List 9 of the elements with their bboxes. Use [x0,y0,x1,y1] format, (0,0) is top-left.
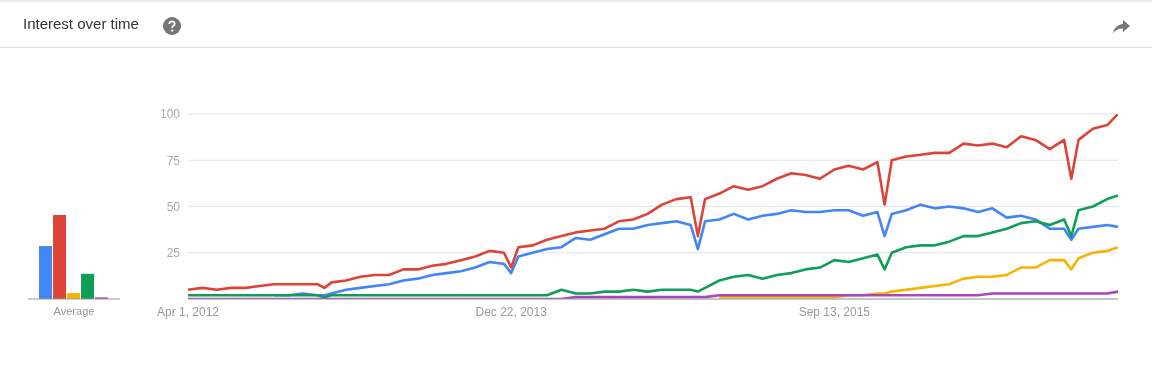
y-tick-label: 75 [166,153,181,168]
x-tick-label: Dec 22, 2013 [475,304,548,319]
y-tick-label: 100 [159,107,181,122]
x-tick-label: Average [53,304,95,317]
x-tick-label: Apr 1, 2012 [156,304,220,319]
y-tick-label: 50 [166,199,181,214]
x-tick-label: Sep 13, 2015 [798,304,871,319]
y-tick-label: 25 [166,246,181,261]
chart-title: Interest over time [23,15,139,32]
